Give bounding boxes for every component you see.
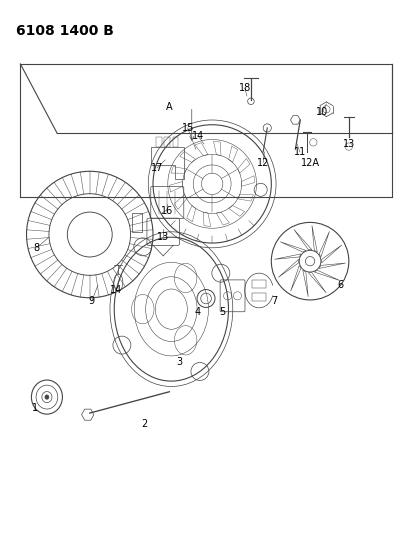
Text: 5: 5: [219, 307, 226, 317]
Text: 1: 1: [31, 403, 38, 413]
Text: 15: 15: [182, 123, 194, 133]
Text: 14: 14: [192, 131, 204, 141]
Text: 13: 13: [157, 232, 169, 242]
Text: 7: 7: [271, 296, 277, 306]
Text: 18: 18: [239, 83, 251, 93]
Text: 12: 12: [257, 158, 269, 167]
Text: 14: 14: [110, 286, 122, 295]
Text: 10: 10: [316, 107, 328, 117]
Text: 6: 6: [337, 280, 344, 290]
Text: 2: 2: [142, 419, 148, 429]
Text: 13: 13: [343, 139, 355, 149]
Ellipse shape: [45, 395, 49, 399]
Text: 6108 1400 B: 6108 1400 B: [16, 24, 114, 38]
Text: 8: 8: [33, 243, 40, 253]
Text: 17: 17: [151, 163, 163, 173]
Text: 11: 11: [294, 147, 306, 157]
Text: 16: 16: [161, 206, 173, 215]
Text: A: A: [166, 102, 173, 111]
Text: 12A: 12A: [301, 158, 319, 167]
Text: 4: 4: [195, 307, 201, 317]
Text: 9: 9: [89, 296, 95, 306]
Text: 3: 3: [176, 358, 183, 367]
